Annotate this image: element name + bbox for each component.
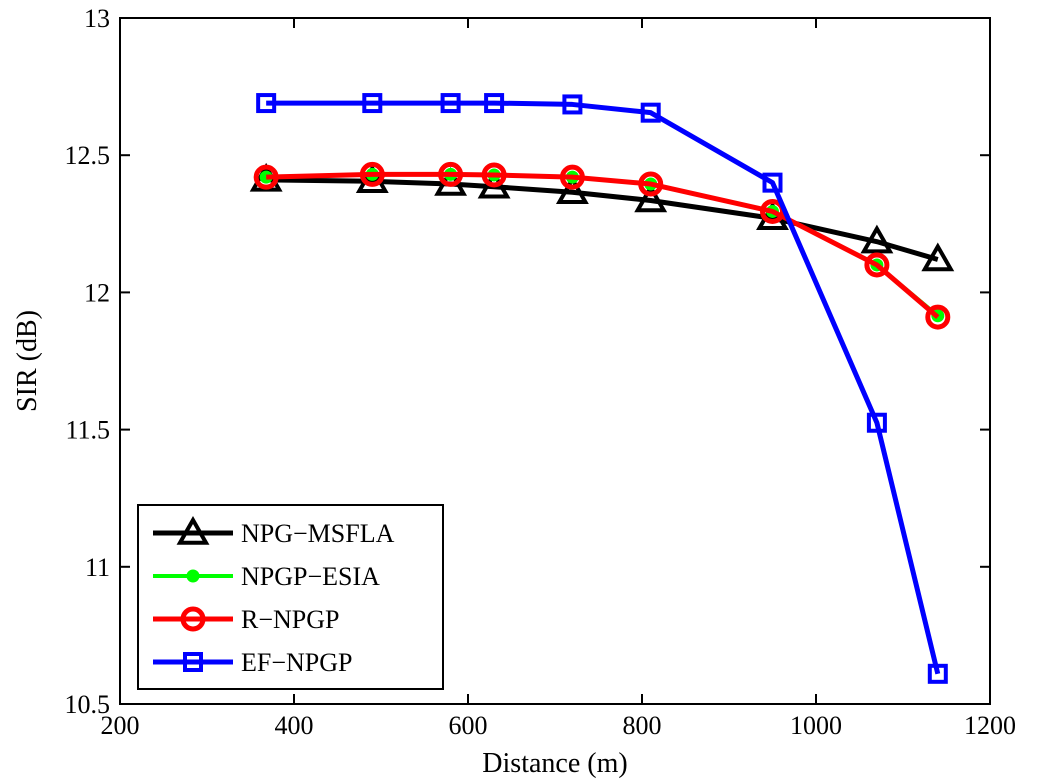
y-tick-label: 10.5 <box>65 690 111 719</box>
data-point <box>438 161 464 187</box>
data-point <box>440 93 461 114</box>
data-point <box>362 93 383 114</box>
x-axis-title: Distance (m) <box>482 748 627 779</box>
legend-box <box>137 504 444 690</box>
legend-label: R−NPGP <box>241 605 339 634</box>
series-line <box>266 171 940 319</box>
axes-box <box>119 17 991 705</box>
x-tick-label: 800 <box>623 711 662 740</box>
data-point <box>925 304 951 330</box>
series-layer <box>249 93 955 684</box>
series-line <box>266 177 939 262</box>
y-tick-label: 13 <box>84 4 110 33</box>
series-3 <box>256 93 948 684</box>
series-line <box>266 100 941 675</box>
data-point <box>864 252 890 278</box>
x-tick-label: 400 <box>275 711 314 740</box>
legend-marker <box>176 515 210 545</box>
legend-label: NPGP−ESIA <box>241 562 380 591</box>
x-tick-label: 1200 <box>964 711 1016 740</box>
data-point <box>256 93 277 114</box>
data-point <box>860 224 894 254</box>
legend-item: EF−NPGP <box>153 648 352 677</box>
data-point <box>762 172 783 193</box>
data-point <box>359 161 385 187</box>
y-tick-label: 12 <box>84 278 110 307</box>
plot-area <box>119 17 991 705</box>
data-point <box>559 164 585 190</box>
data-point <box>481 162 507 188</box>
y-tick-label: 11 <box>85 553 110 582</box>
data-point <box>484 93 505 114</box>
data-point <box>866 412 887 433</box>
legend-marker <box>183 652 203 672</box>
data-point <box>638 171 664 197</box>
legend-item: R−NPGP <box>153 605 339 634</box>
data-point <box>253 164 279 190</box>
legend-marker <box>186 569 200 583</box>
y-axis: 10.5 11 11.5 12 12.5 13 <box>65 4 990 719</box>
data-point <box>927 663 948 684</box>
y-axis-title: SIR (dB) <box>12 310 43 412</box>
legend-marker <box>180 606 206 632</box>
legend-item: NPG−MSFLA <box>153 515 395 548</box>
x-axis: 200 400 600 800 1000 1200 <box>101 18 1016 740</box>
x-tick-label: 1000 <box>790 711 842 740</box>
legend: NPG−MSFLA NPGP−ESIA R−NPGP EF−NPGP <box>137 504 444 690</box>
data-point <box>634 183 668 213</box>
x-tick-label: 600 <box>449 711 488 740</box>
data-point <box>640 102 661 123</box>
y-tick-label: 11.5 <box>65 416 110 445</box>
legend-label: EF−NPGP <box>241 648 352 677</box>
data-point <box>921 242 955 272</box>
x-tick-label: 200 <box>101 711 140 740</box>
y-tick-label: 12.5 <box>65 141 111 170</box>
data-point <box>555 175 589 204</box>
legend-item: NPGP−ESIA <box>153 562 380 591</box>
legend-label: NPG−MSFLA <box>241 519 395 548</box>
data-point <box>562 94 583 115</box>
